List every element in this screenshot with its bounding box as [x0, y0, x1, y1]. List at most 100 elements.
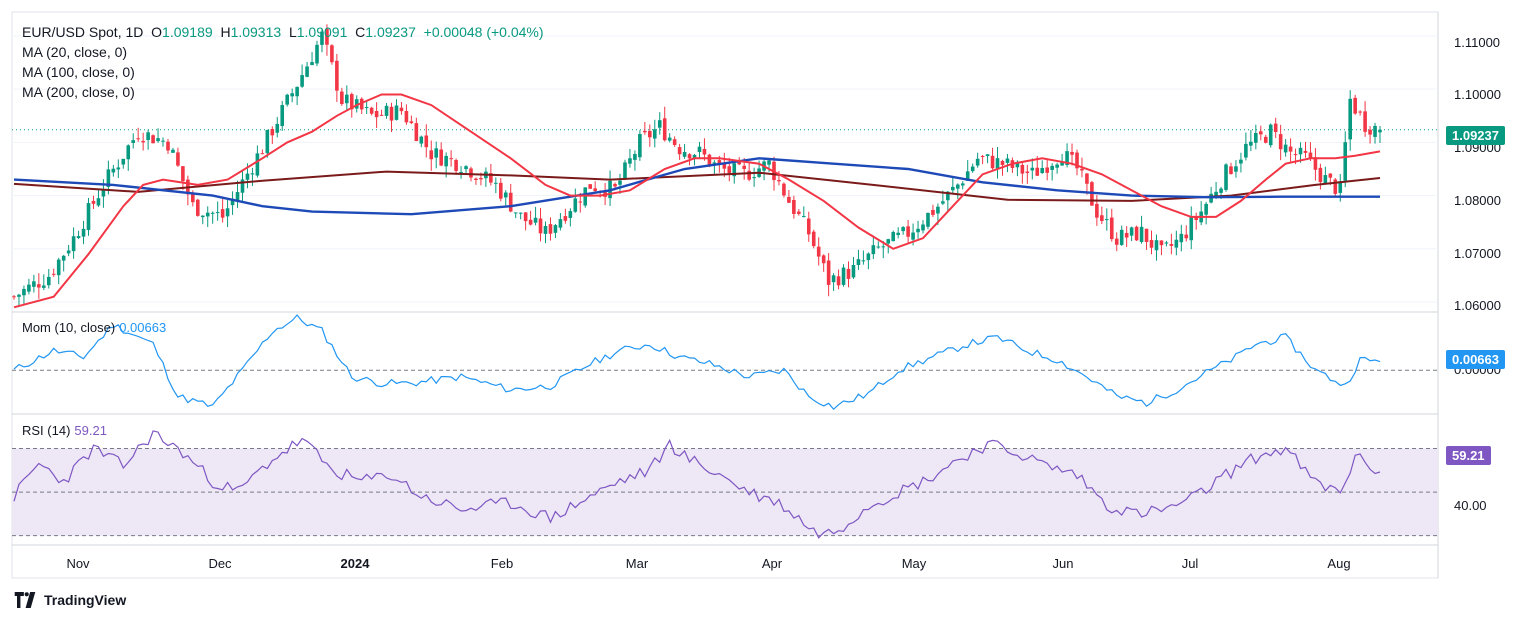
candle-body [1234, 166, 1238, 172]
candle-body [1303, 150, 1308, 153]
candle-body [573, 198, 578, 212]
candle-body [414, 123, 419, 142]
change-value: +0.00048 (+0.04%) [423, 24, 544, 40]
candle-body [444, 155, 448, 167]
candle-body [951, 186, 955, 191]
candle-body [523, 212, 528, 222]
chart-canvas[interactable] [0, 0, 1536, 590]
candle-body [960, 183, 965, 186]
candle-body [553, 225, 558, 233]
candle-body [354, 99, 359, 109]
candle-body [1085, 173, 1089, 184]
candle-body [27, 284, 31, 292]
candle-body [389, 106, 394, 121]
candle-body [990, 155, 995, 169]
candle-body [1229, 166, 1233, 174]
candle-body [369, 107, 374, 114]
tradingview-brand[interactable]: TradingView [12, 592, 126, 608]
candle-body [17, 294, 21, 297]
candle-body [464, 166, 468, 170]
candle-body [141, 140, 145, 143]
candle-body [1075, 152, 1079, 169]
candle-body [1378, 129, 1382, 133]
candle-body [633, 154, 637, 160]
candle-body [643, 130, 647, 133]
candle-body [1134, 226, 1139, 241]
symbol-legend: EUR/USD Spot, 1D O1.09189 H1.09313 L1.09… [22, 24, 544, 40]
momentum-current-tag: 0.00663 [1446, 350, 1505, 369]
candle-body [96, 198, 101, 206]
candle-body [330, 45, 334, 63]
candles [12, 24, 1382, 308]
candle-body [1144, 228, 1149, 242]
candle-body [896, 232, 900, 236]
rsi-current-tag: 59.21 [1446, 446, 1491, 465]
time-tick: Jun [1052, 556, 1074, 571]
candle-body [359, 98, 364, 110]
candle-body [1154, 240, 1159, 251]
candle-body [245, 173, 250, 180]
candle-body [1239, 159, 1243, 164]
candle-body [1040, 167, 1045, 174]
candle-body [1139, 226, 1144, 242]
candle-body [349, 94, 354, 110]
candle-body [1333, 179, 1338, 194]
candle-body [911, 232, 915, 240]
momentum-legend[interactable]: Mom (10, close) 0.00663 [22, 320, 167, 335]
candle-body [1373, 125, 1377, 137]
candle-body [1308, 152, 1313, 159]
candle-body [449, 158, 453, 160]
rsi-legend[interactable]: RSI (14) 59.21 [22, 423, 107, 438]
candle-body [1119, 229, 1124, 245]
candle-body [106, 169, 111, 187]
candle-body [235, 192, 240, 202]
candle-body [1184, 234, 1189, 239]
candle-body [1263, 136, 1268, 143]
candle-body [1025, 171, 1030, 173]
candle-body [121, 158, 126, 165]
candle-body [225, 208, 230, 217]
candle-body [677, 147, 682, 155]
candle-body [508, 192, 513, 212]
candle-body [682, 152, 687, 157]
candle-body [1169, 244, 1174, 246]
candle-body [980, 155, 985, 157]
ma20-legend[interactable]: MA (20, close, 0) [22, 44, 128, 60]
candle-body [191, 193, 195, 203]
candle-body [702, 148, 707, 155]
candle-body [176, 152, 180, 166]
rsi-band [12, 448, 1438, 536]
price-tick: 1.10000 [1454, 87, 1501, 102]
candle-body [101, 189, 106, 197]
time-tick: Nov [66, 556, 90, 571]
candle-body [131, 140, 136, 143]
candle-body [240, 179, 245, 193]
candle-body [916, 228, 920, 233]
candle-body [66, 250, 71, 254]
candle-body [558, 219, 563, 228]
ma100-legend[interactable]: MA (100, close, 0) [22, 64, 135, 80]
ma200-legend[interactable]: MA (200, close, 0) [22, 84, 135, 100]
candle-body [1164, 242, 1169, 244]
symbol-title: EUR/USD Spot, 1D [22, 24, 144, 40]
candle-body [171, 149, 175, 153]
candle-body [806, 218, 811, 235]
candle-body [364, 107, 369, 109]
time-tick: May [901, 556, 927, 571]
candle-body [1189, 217, 1194, 241]
candle-body [1100, 215, 1104, 221]
candle-body [265, 130, 270, 154]
candle-body [22, 288, 26, 296]
candle-body [51, 273, 56, 275]
candle-body [588, 184, 593, 189]
candle-body [384, 105, 389, 116]
candle-body [1159, 240, 1164, 246]
candle-body [409, 121, 414, 124]
candle-body [543, 225, 548, 234]
candle-body [533, 217, 538, 223]
candle-body [394, 105, 399, 120]
close-value: 1.09237 [365, 24, 416, 40]
candle-body [742, 165, 746, 169]
candle-body [1219, 188, 1223, 193]
candle-body [230, 198, 235, 206]
